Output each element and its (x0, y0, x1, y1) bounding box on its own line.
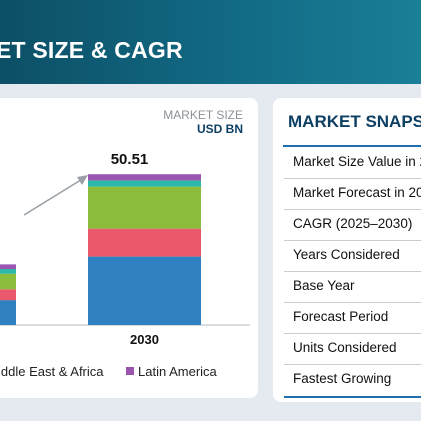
bar-segment-partial-series-4 (0, 269, 16, 274)
snapshot-row-label: Units Considered (293, 340, 397, 355)
growth-arrow-head (77, 175, 88, 185)
snapshot-row-label: CAGR (2025–2030) (293, 216, 413, 231)
legend-item-latin-america: Latin America (126, 364, 217, 379)
bar-segment-2030-series-2 (88, 228, 201, 257)
stacked-bar-chart: 2030 50.51 (0, 151, 250, 347)
snapshot-row: CAGR (2025–2030) (284, 209, 421, 241)
snapshot-row: Market Size Value in 2 (284, 147, 421, 179)
unit-label-market-size: MARKET SIZE (163, 108, 243, 122)
snapshot-row-label: Market Size Value in 2 (293, 154, 421, 169)
legend-item-middle-east-africa: iddle East & Africa (0, 364, 104, 379)
bar-total-label: 50.51 (111, 151, 149, 168)
legend-label: iddle East & Africa (0, 364, 104, 379)
snapshot-card (273, 98, 421, 402)
snapshot-title-underline (283, 145, 421, 147)
bar-segment-partial-series-2 (0, 289, 16, 301)
snapshot-row-label: Forecast Period (293, 309, 389, 324)
snapshot-row: Years Considered (284, 240, 421, 272)
growth-arrow (23, 177, 85, 216)
snapshot-title: MARKET SNAPSH (288, 112, 421, 131)
snapshot-row: Market Forecast in 20 (284, 178, 421, 210)
snapshot-row: Fastest Growing (284, 364, 421, 395)
snapshot-row-label: Base Year (293, 278, 355, 293)
bar-segment-2030-series-4 (88, 180, 201, 187)
page-title: ET SIZE & CAGR (0, 37, 183, 63)
page-header: ET SIZE & CAGR (0, 0, 421, 84)
snapshot-row: Forecast Period (284, 302, 421, 334)
bar-segment-2030-series-5 (88, 174, 201, 181)
x-tick-label: 2030 (130, 332, 159, 347)
unit-label-currency: USD BN (196, 122, 243, 136)
legend-swatch (126, 367, 134, 375)
bar-segment-partial-series-5 (0, 264, 16, 270)
snapshot-row: Base Year (284, 271, 421, 303)
bar-segment-partial-series-1 (0, 300, 16, 325)
snapshot-row-label: Years Considered (293, 247, 400, 262)
bar-segment-2030-series-3 (88, 186, 201, 229)
bar-segment-2030-series-1 (88, 256, 201, 325)
snapshot-row-label: Market Forecast in 20 (293, 185, 421, 200)
legend-label: Latin America (138, 364, 217, 379)
snapshot-row: Units Considered (284, 333, 421, 365)
snapshot-bottom-rule (284, 396, 421, 398)
snapshot-row-label: Fastest Growing (293, 371, 392, 386)
bar-segment-partial-series-3 (0, 273, 16, 290)
